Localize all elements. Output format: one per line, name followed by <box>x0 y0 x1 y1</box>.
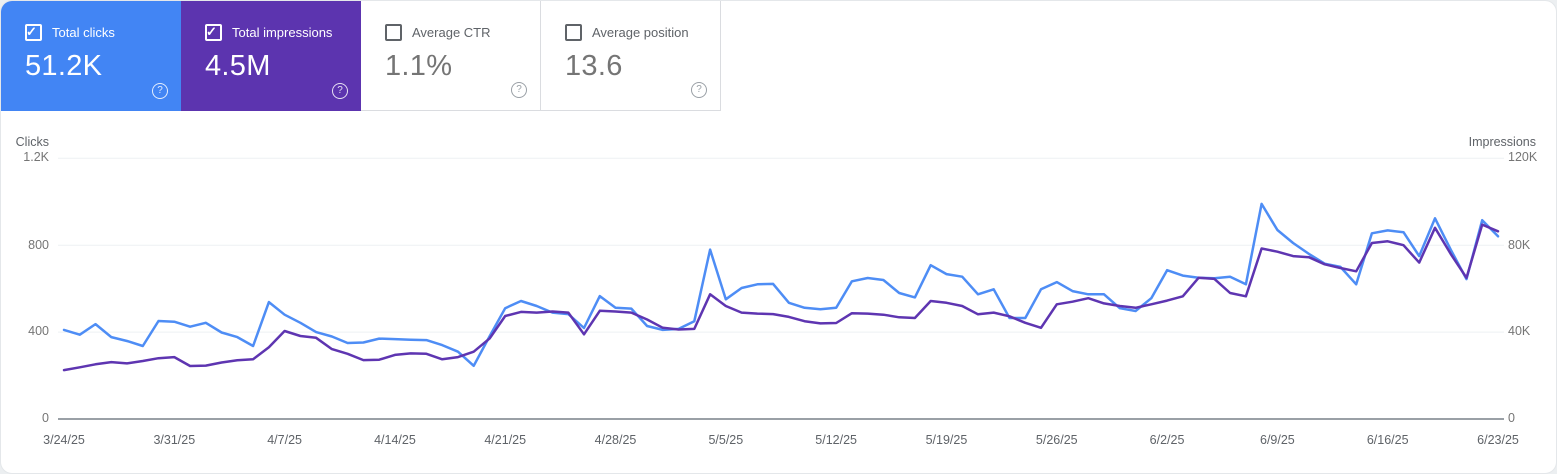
x-axis-tick-label: 5/5/25 <box>708 433 744 447</box>
right-axis-tick: 120K <box>1508 150 1538 164</box>
metric-value: 51.2K <box>25 50 103 82</box>
x-axis-tick-label: 6/2/25 <box>1149 433 1185 447</box>
metric-label: Total clicks <box>52 25 115 40</box>
metric-card-total-impressions[interactable]: ✓ Total impressions 4.5M ? <box>181 1 361 111</box>
check-icon: ✓ <box>206 24 217 39</box>
help-icon[interactable]: ? <box>152 83 168 99</box>
x-axis-tick-label: 3/31/25 <box>153 433 196 447</box>
average-ctr-checkbox[interactable]: ✓ <box>385 24 402 41</box>
metric-card-average-position[interactable]: ✓ Average position 13.6 ? <box>541 1 721 111</box>
metric-label: Total impressions <box>232 25 333 40</box>
metric-card-average-ctr[interactable]: ✓ Average CTR 1.1% ? <box>361 1 541 111</box>
x-axis-tick-label: 5/19/25 <box>925 433 968 447</box>
help-icon[interactable]: ? <box>511 82 527 98</box>
metric-cards: ✓ Total clicks 51.2K ? ✓ Total impressio… <box>1 1 721 111</box>
x-axis-tick-label: 4/21/25 <box>484 433 527 447</box>
x-axis-tick-label: 6/16/25 <box>1366 433 1409 447</box>
metric-value: 1.1% <box>385 50 453 82</box>
left-axis-title: Clicks <box>15 135 49 149</box>
impressions-line <box>62 223 1500 372</box>
left-axis-tick: 0 <box>42 411 49 425</box>
metric-value: 4.5M <box>205 50 271 82</box>
average-position-checkbox[interactable]: ✓ <box>565 24 582 41</box>
metric-value: 13.6 <box>565 50 623 82</box>
x-axis-tick-label: 5/26/25 <box>1035 433 1078 447</box>
x-axis-tick-label: 6/9/25 <box>1259 433 1295 447</box>
metric-label: Average CTR <box>412 25 491 40</box>
right-axis-tick: 40K <box>1508 324 1531 338</box>
check-icon: ✓ <box>26 24 37 39</box>
total-impressions-checkbox[interactable]: ✓ <box>205 24 222 41</box>
x-axis-tick-label: 6/23/25 <box>1477 433 1519 447</box>
metric-label: Average position <box>592 25 689 40</box>
x-axis-tick-label: 4/7/25 <box>267 433 302 447</box>
x-axis-tick-label: 5/12/25 <box>815 433 857 447</box>
left-axis-tick: 800 <box>28 238 49 252</box>
right-axis-title: Impressions <box>1468 135 1536 149</box>
help-icon[interactable]: ? <box>332 83 348 99</box>
left-axis-tick: 400 <box>28 324 49 338</box>
help-icon[interactable]: ? <box>691 82 707 98</box>
x-axis-tick-label: 3/24/25 <box>43 433 85 447</box>
left-axis-tick: 1.2K <box>23 150 49 164</box>
x-axis-tick-label: 4/28/25 <box>594 433 637 447</box>
total-clicks-checkbox[interactable]: ✓ <box>25 24 42 41</box>
right-axis-tick: 0 <box>1508 411 1515 425</box>
x-axis-tick-label: 4/14/25 <box>374 433 416 447</box>
clicks-line <box>62 202 1500 368</box>
metric-card-total-clicks[interactable]: ✓ Total clicks 51.2K ? <box>1 1 181 111</box>
right-axis-tick: 80K <box>1508 238 1531 252</box>
